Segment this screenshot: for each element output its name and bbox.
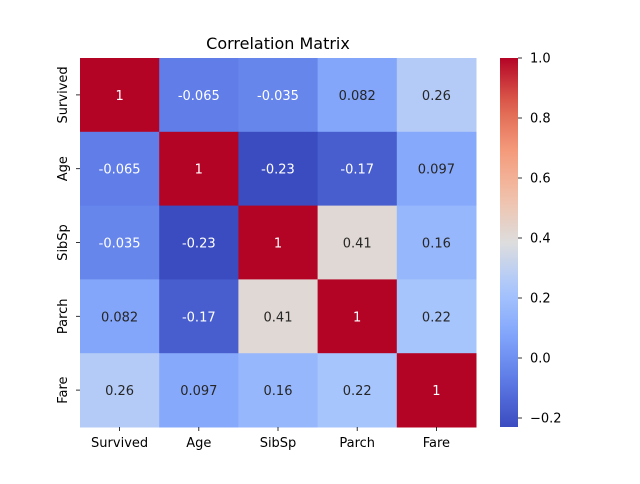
cell-value-label: 0.22 [422,310,451,325]
heatmap-cell [238,279,319,354]
cell-value-label: 1 [432,384,440,399]
heatmap-cell [317,131,398,207]
heatmap-cell [159,131,239,207]
heatmap-cell [238,205,319,280]
x-tick-label: Fare [423,436,450,451]
heatmap-cell [80,353,160,428]
heatmap-cell [80,58,160,133]
cell-value-label: -0.17 [182,310,216,325]
cell-value-label: 0.41 [343,237,372,252]
cell-value-label: 1 [195,163,203,178]
cell-value-label: 0.097 [418,163,455,178]
colorbar-tick-label: 0.6 [530,172,551,187]
cell-value-label: 0.16 [422,237,451,252]
cell-value-label: -0.035 [99,237,141,252]
cell-value-label: 0.082 [101,310,138,325]
heatmap-cell [396,279,477,354]
cell-value-label: 0.41 [264,310,293,325]
colorbar-tick-label: 0.2 [530,292,551,307]
heatmap-cell [159,353,239,428]
x-tick-label: Parch [339,436,375,451]
heatmap-cell [396,131,477,207]
cell-value-label: 0.26 [422,89,451,104]
heatmap-cell [159,205,239,280]
heatmap-cell [317,279,398,354]
heatmap-cell [159,279,239,354]
x-tick-label: Survived [91,436,148,451]
y-tick-label: SibSp [56,224,71,261]
colorbar-tick-label: −0.2 [530,412,562,427]
heatmap-cell [396,58,477,133]
colorbar-tick-label: 0.0 [530,352,551,367]
colorbar-tick-label: 0.4 [530,232,551,247]
y-tick-label: Survived [56,66,71,123]
heatmap-cell [396,353,477,428]
y-tick-label: Parch [56,298,71,334]
heatmap-cell [80,279,160,354]
cell-value-label: 0.097 [180,384,217,399]
heatmap-cell [396,205,477,280]
cell-value-label: 1 [353,310,361,325]
heatmap-cells [80,58,477,428]
heatmap-cell [238,58,319,133]
x-tick-label: SibSp [260,436,297,451]
colorbar-tick-label: 0.8 [530,112,551,127]
y-tick-label: Fare [56,376,71,403]
cell-value-label: -0.17 [340,163,374,178]
heatmap-cell [238,131,319,207]
cell-value-label: 0.16 [264,384,293,399]
colorbar-gradient [500,58,518,427]
heatmap-cell [317,205,398,280]
cell-value-label: -0.23 [261,163,295,178]
cell-value-label: 1 [115,89,123,104]
x-axis: Survived Age SibSp Parch Fare [91,427,450,451]
heatmap-cell [159,58,239,133]
colorbar: −0.2 0.0 0.2 0.4 0.6 0.8 1.0 [500,52,562,427]
heatmap-cell [238,353,319,428]
cell-value-label: -0.065 [99,163,141,178]
y-tick-label: Age [56,156,71,181]
chart-title: Correlation Matrix [206,34,350,53]
x-tick-label: Age [186,436,211,451]
cell-value-label: 0.22 [343,384,372,399]
cell-value-label: 1 [274,237,282,252]
heatmap-cell [317,58,398,133]
colorbar-tick-label: 1.0 [530,52,551,67]
cell-value-label: -0.23 [182,237,216,252]
cell-value-label: 0.082 [339,89,376,104]
heatmap-cell [317,353,398,428]
cell-value-label: 0.26 [105,384,134,399]
heatmap-cell [80,131,160,207]
heatmap-cell [80,205,160,280]
cell-value-label: -0.035 [257,89,299,104]
y-axis: Survived Age SibSp Parch Fare [56,66,80,404]
cell-value-label: -0.065 [178,89,220,104]
heatmap-cell-labels: 1 -0.065 -0.035 0.082 0.26 -0.065 1 -0.23 -0.17 0… [99,89,455,399]
